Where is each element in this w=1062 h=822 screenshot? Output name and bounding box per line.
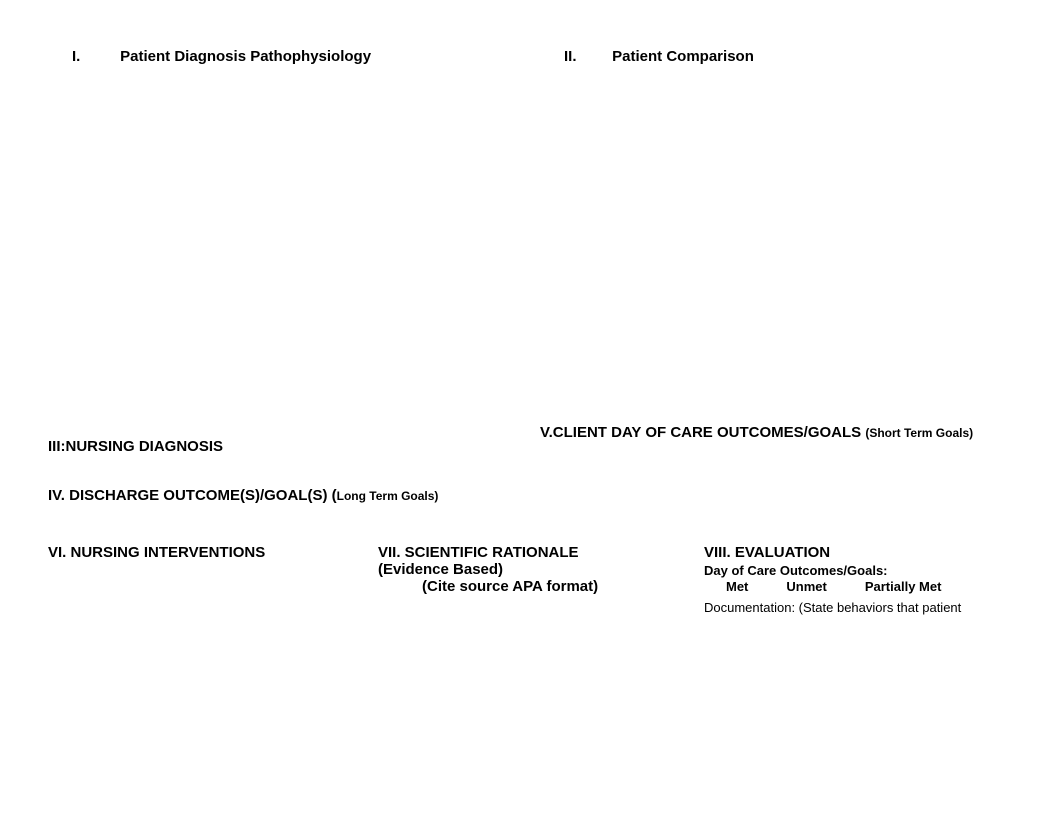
heading-vii-line3: (Cite source APA format) xyxy=(378,578,684,595)
care-plan-template: I. Patient Diagnosis Pathophysiology II.… xyxy=(36,40,1026,735)
row-top: I. Patient Diagnosis Pathophysiology II.… xyxy=(36,40,1026,420)
title-iv-suffix: Long Term Goals) xyxy=(337,489,439,503)
title-v-suffix: (Short Term Goals) xyxy=(865,426,973,440)
section-nursing-interventions: VI. NURSING INTERVENTIONS xyxy=(36,538,366,735)
row-bottom: VI. NURSING INTERVENTIONS VII. SCIENTIFI… xyxy=(36,538,1026,735)
heading-v: V.CLIENT DAY OF CARE OUTCOMES/GOALS (Sho… xyxy=(540,424,1014,441)
heading-vii-line2: (Evidence Based) xyxy=(378,561,684,578)
title-v-prefix: V.CLIENT DAY OF CARE OUTCOMES/GOALS xyxy=(540,424,861,441)
roman-i: I. xyxy=(72,48,116,65)
title-ii: Patient Comparison xyxy=(612,48,754,65)
section-patient-comparison: II. Patient Comparison xyxy=(536,40,1026,420)
eval-opt-partially-met: Partially Met xyxy=(865,579,942,594)
title-i: Patient Diagnosis Pathophysiology xyxy=(120,48,371,65)
section-day-of-care-outcomes: V.CLIENT DAY OF CARE OUTCOMES/GOALS (Sho… xyxy=(536,420,1026,461)
title-iv-prefix: IV. DISCHARGE OUTCOME(S)/GOAL(S) ( xyxy=(48,487,337,504)
section-patient-diagnosis: I. Patient Diagnosis Pathophysiology xyxy=(36,40,536,420)
section-discharge-outcome: IV. DISCHARGE OUTCOME(S)/GOAL(S) (Long T… xyxy=(36,461,1026,524)
eval-opt-unmet: Unmet xyxy=(786,579,826,594)
heading-iii: III:NURSING DIAGNOSIS xyxy=(48,438,524,455)
heading-i: I. Patient Diagnosis Pathophysiology xyxy=(72,48,524,65)
eval-subheading: Day of Care Outcomes/Goals: xyxy=(704,563,1018,578)
heading-viii: VIII. EVALUATION xyxy=(704,544,1018,561)
heading-vii-line1: VII. SCIENTIFIC RATIONALE xyxy=(378,544,684,561)
heading-ii: II. Patient Comparison xyxy=(564,48,1014,65)
section-evaluation: VIII. EVALUATION Day of Care Outcomes/Go… xyxy=(696,538,1026,735)
eval-options: Met Unmet Partially Met xyxy=(704,579,1018,594)
roman-ii: II. xyxy=(564,48,608,65)
heading-iv: IV. DISCHARGE OUTCOME(S)/GOAL(S) (Long T… xyxy=(48,487,1014,504)
section-scientific-rationale: VII. SCIENTIFIC RATIONALE (Evidence Base… xyxy=(366,538,696,735)
eval-documentation: Documentation: (State behaviors that pat… xyxy=(704,600,1018,615)
row-middle: III:NURSING DIAGNOSIS V.CLIENT DAY OF CA… xyxy=(36,420,1026,461)
heading-vi: VI. NURSING INTERVENTIONS xyxy=(48,544,354,561)
eval-opt-met: Met xyxy=(726,579,748,594)
section-nursing-diagnosis: III:NURSING DIAGNOSIS xyxy=(36,420,536,461)
